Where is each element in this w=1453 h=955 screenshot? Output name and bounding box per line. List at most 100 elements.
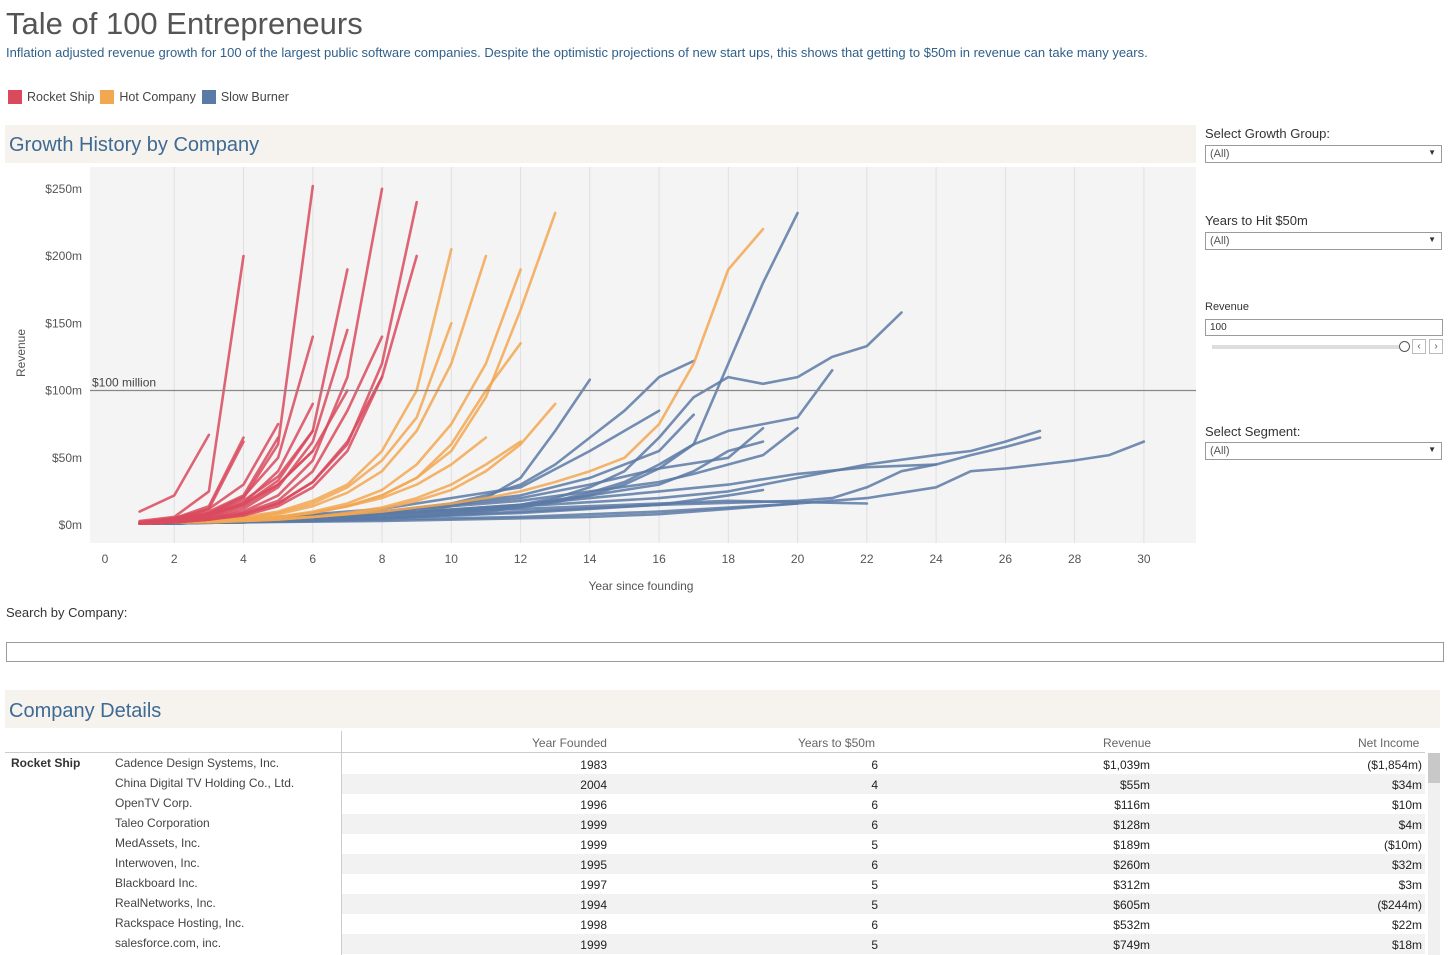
years-to-50m-label: Years to Hit $50m — [1205, 213, 1308, 228]
series-line-rocket-ship[interactable] — [138, 389, 349, 524]
revenue-cell: $189m — [1113, 838, 1150, 852]
revenue-slider-handle[interactable] — [1399, 341, 1410, 352]
table-row[interactable] — [342, 834, 1425, 854]
company-name-cell: MedAssets, Inc. — [115, 836, 201, 850]
y-tick-label: $100m — [45, 384, 82, 398]
net-cell: $4m — [1398, 818, 1422, 832]
table-scrollbar[interactable] — [1428, 753, 1440, 955]
table-row[interactable] — [342, 774, 1425, 794]
x-tick-label: 16 — [652, 552, 666, 566]
legend: Rocket Ship Hot Company Slow Burner — [8, 90, 295, 104]
growth-panel-title: Growth History by Company — [9, 134, 260, 156]
year-cell: 1999 — [580, 838, 607, 852]
years50-cell: 6 — [871, 818, 878, 832]
table-row[interactable] — [342, 814, 1425, 834]
chevron-down-icon: ▼ — [1428, 235, 1436, 244]
table-row[interactable] — [342, 874, 1425, 894]
x-tick-label: 20 — [791, 552, 805, 566]
revenue-cell: $116m — [1114, 798, 1150, 812]
years50-cell: 6 — [871, 798, 878, 812]
segment-select[interactable]: (All) ▼ — [1205, 442, 1442, 460]
revenue-cell: $128m — [1113, 818, 1150, 832]
revenue-label: Revenue — [1205, 301, 1250, 313]
y-tick-label: $200m — [45, 249, 82, 263]
company-name-cell: salesforce.com, inc. — [115, 936, 222, 950]
table-row[interactable] — [342, 794, 1425, 814]
net-cell: $18m — [1391, 938, 1422, 952]
year-cell: 1996 — [580, 798, 607, 812]
revenue-cell: $532m — [1113, 918, 1150, 932]
company-name-cell: OpenTV Corp. — [115, 796, 193, 810]
chevron-down-icon: ▼ — [1428, 445, 1436, 454]
revenue-cell: $605m — [1113, 898, 1150, 912]
table-row[interactable] — [342, 934, 1425, 954]
company-name-cell: Interwoven, Inc. — [115, 856, 200, 870]
row-group-label: Rocket Ship — [11, 756, 81, 770]
legend-item-rocket-ship[interactable]: Rocket Ship — [8, 90, 94, 104]
col-header-revenue[interactable]: Revenue — [1103, 736, 1152, 750]
year-cell: 2004 — [580, 778, 607, 792]
y-tick-label: $150m — [45, 316, 82, 330]
years-to-50m-value: (All) — [1210, 235, 1230, 247]
revenue-slider-track[interactable] — [1212, 345, 1404, 349]
table-scrollbar-thumb[interactable] — [1428, 753, 1440, 783]
legend-swatch — [100, 90, 115, 104]
segment-value: (All) — [1210, 445, 1230, 457]
series-line-slow-burner[interactable] — [138, 502, 799, 526]
col-header-year-founded[interactable]: Year Founded — [532, 736, 607, 750]
x-tick-label: 10 — [445, 552, 459, 566]
page-subtitle: Inflation adjusted revenue growth for 10… — [6, 45, 1148, 60]
company-name-cell: RealNetworks, Inc. — [115, 896, 216, 910]
years50-cell: 5 — [871, 938, 878, 952]
y-tick-label: $50m — [52, 451, 82, 465]
growth-panel-header: Growth History by Company — [5, 125, 1196, 163]
x-tick-label: 2 — [171, 552, 178, 566]
series-line-hot-company[interactable] — [138, 227, 765, 526]
revenue-cell: $260m — [1113, 858, 1150, 872]
legend-label: Rocket Ship — [27, 90, 95, 104]
series-line-rocket-ship[interactable] — [138, 254, 419, 526]
page-title: Tale of 100 Entrepreneurs — [6, 6, 363, 41]
x-tick-label: 0 — [102, 552, 109, 566]
table-row[interactable] — [342, 894, 1425, 914]
legend-item-slow-burner[interactable]: Slow Burner — [201, 90, 289, 104]
details-panel-header: Company Details — [5, 690, 1440, 728]
series-line-rocket-ship[interactable] — [138, 433, 211, 513]
series-line-slow-burner[interactable] — [138, 440, 1146, 526]
years50-cell: 5 — [871, 878, 878, 892]
year-cell: 1998 — [580, 918, 607, 932]
year-cell: 1995 — [580, 858, 607, 872]
years50-cell: 6 — [871, 918, 878, 932]
x-tick-label: 24 — [929, 552, 943, 566]
x-tick-label: 28 — [1068, 552, 1082, 566]
x-tick-label: 4 — [240, 552, 247, 566]
details-panel-title: Company Details — [9, 700, 162, 722]
net-cell: $22m — [1391, 918, 1422, 932]
series-line-hot-company[interactable] — [138, 440, 522, 526]
table-row[interactable] — [342, 854, 1425, 874]
slider-next-button[interactable]: › — [1429, 339, 1443, 354]
search-label: Search by Company: — [6, 605, 128, 620]
table-row[interactable] — [342, 754, 1425, 774]
y-axis-title: Revenue — [14, 329, 28, 377]
x-tick-label: 8 — [379, 552, 386, 566]
net-cell: $34m — [1391, 778, 1422, 792]
revenue-cell: $55m — [1119, 778, 1150, 792]
revenue-input[interactable]: 100 — [1205, 319, 1443, 336]
legend-item-hot-company[interactable]: Hot Company — [100, 90, 196, 104]
col-header-net-income[interactable]: Net Income — [1358, 736, 1420, 750]
slider-prev-button[interactable]: ‹ — [1412, 339, 1426, 354]
y-tick-label: $250m — [45, 182, 82, 196]
company-name-cell: Taleo Corporation — [115, 816, 210, 830]
col-header-years-to-50m[interactable]: Years to $50m — [798, 736, 875, 750]
table-row[interactable] — [342, 914, 1425, 934]
years-to-50m-select[interactable]: (All) ▼ — [1205, 232, 1442, 250]
growth-chart[interactable]: 0 2 4 6 8 10 12 14 16 18 20 22 24 26 28 30$0m$50m$100m$… — [0, 165, 1200, 600]
x-tick-label: 22 — [860, 552, 874, 566]
table-header-rule — [5, 752, 1425, 753]
legend-label: Slow Burner — [220, 90, 289, 104]
company-search-input[interactable] — [6, 642, 1444, 662]
growth-group-select[interactable]: (All) ▼ — [1205, 145, 1442, 163]
series-line-rocket-ship[interactable] — [138, 254, 245, 523]
net-cell: ($1,854m) — [1367, 758, 1422, 772]
